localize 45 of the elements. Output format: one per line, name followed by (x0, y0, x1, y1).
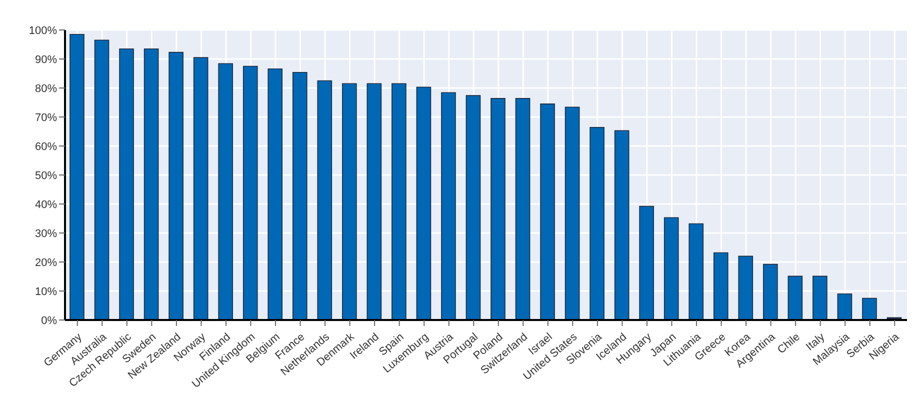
bar (94, 40, 110, 320)
y-tick-label: 10% (34, 286, 58, 298)
bar (144, 48, 159, 320)
bar (317, 80, 332, 320)
bar (441, 92, 456, 320)
bar (614, 130, 630, 320)
bar (119, 48, 134, 320)
y-tick-label: 50% (34, 170, 58, 182)
x-tick-label: Chile (776, 331, 802, 356)
bar (590, 127, 604, 320)
y-tick-label: 80% (34, 82, 58, 95)
bar (713, 252, 728, 320)
y-tick-label: 40% (34, 198, 58, 211)
bar (837, 294, 852, 320)
y-tick-label: 30% (34, 228, 58, 240)
bar (490, 98, 506, 320)
bar (862, 298, 877, 320)
bar (738, 256, 754, 320)
bar (416, 86, 432, 320)
bar (564, 106, 580, 320)
bar (763, 264, 778, 320)
bar (242, 66, 258, 320)
bar (168, 52, 184, 320)
bar (342, 83, 357, 320)
bar (688, 223, 704, 320)
bar (70, 34, 84, 320)
y-tick-label: 0% (41, 314, 58, 327)
bar (366, 83, 382, 320)
bar (664, 217, 679, 320)
y-tick-label: 60% (34, 140, 58, 153)
bar (788, 276, 803, 320)
bar (392, 83, 406, 320)
bar (515, 98, 530, 320)
bar (292, 72, 308, 320)
y-tick-label: 90% (34, 54, 58, 66)
bar (466, 95, 481, 320)
bar (540, 104, 555, 320)
y-tick-label: 100% (28, 24, 58, 37)
bar (639, 206, 654, 320)
bar (218, 63, 233, 320)
bar (268, 68, 283, 320)
y-tick-label: 20% (34, 256, 58, 269)
bar (193, 57, 208, 320)
bar (812, 276, 828, 320)
y-tick-label: 70% (34, 112, 58, 124)
